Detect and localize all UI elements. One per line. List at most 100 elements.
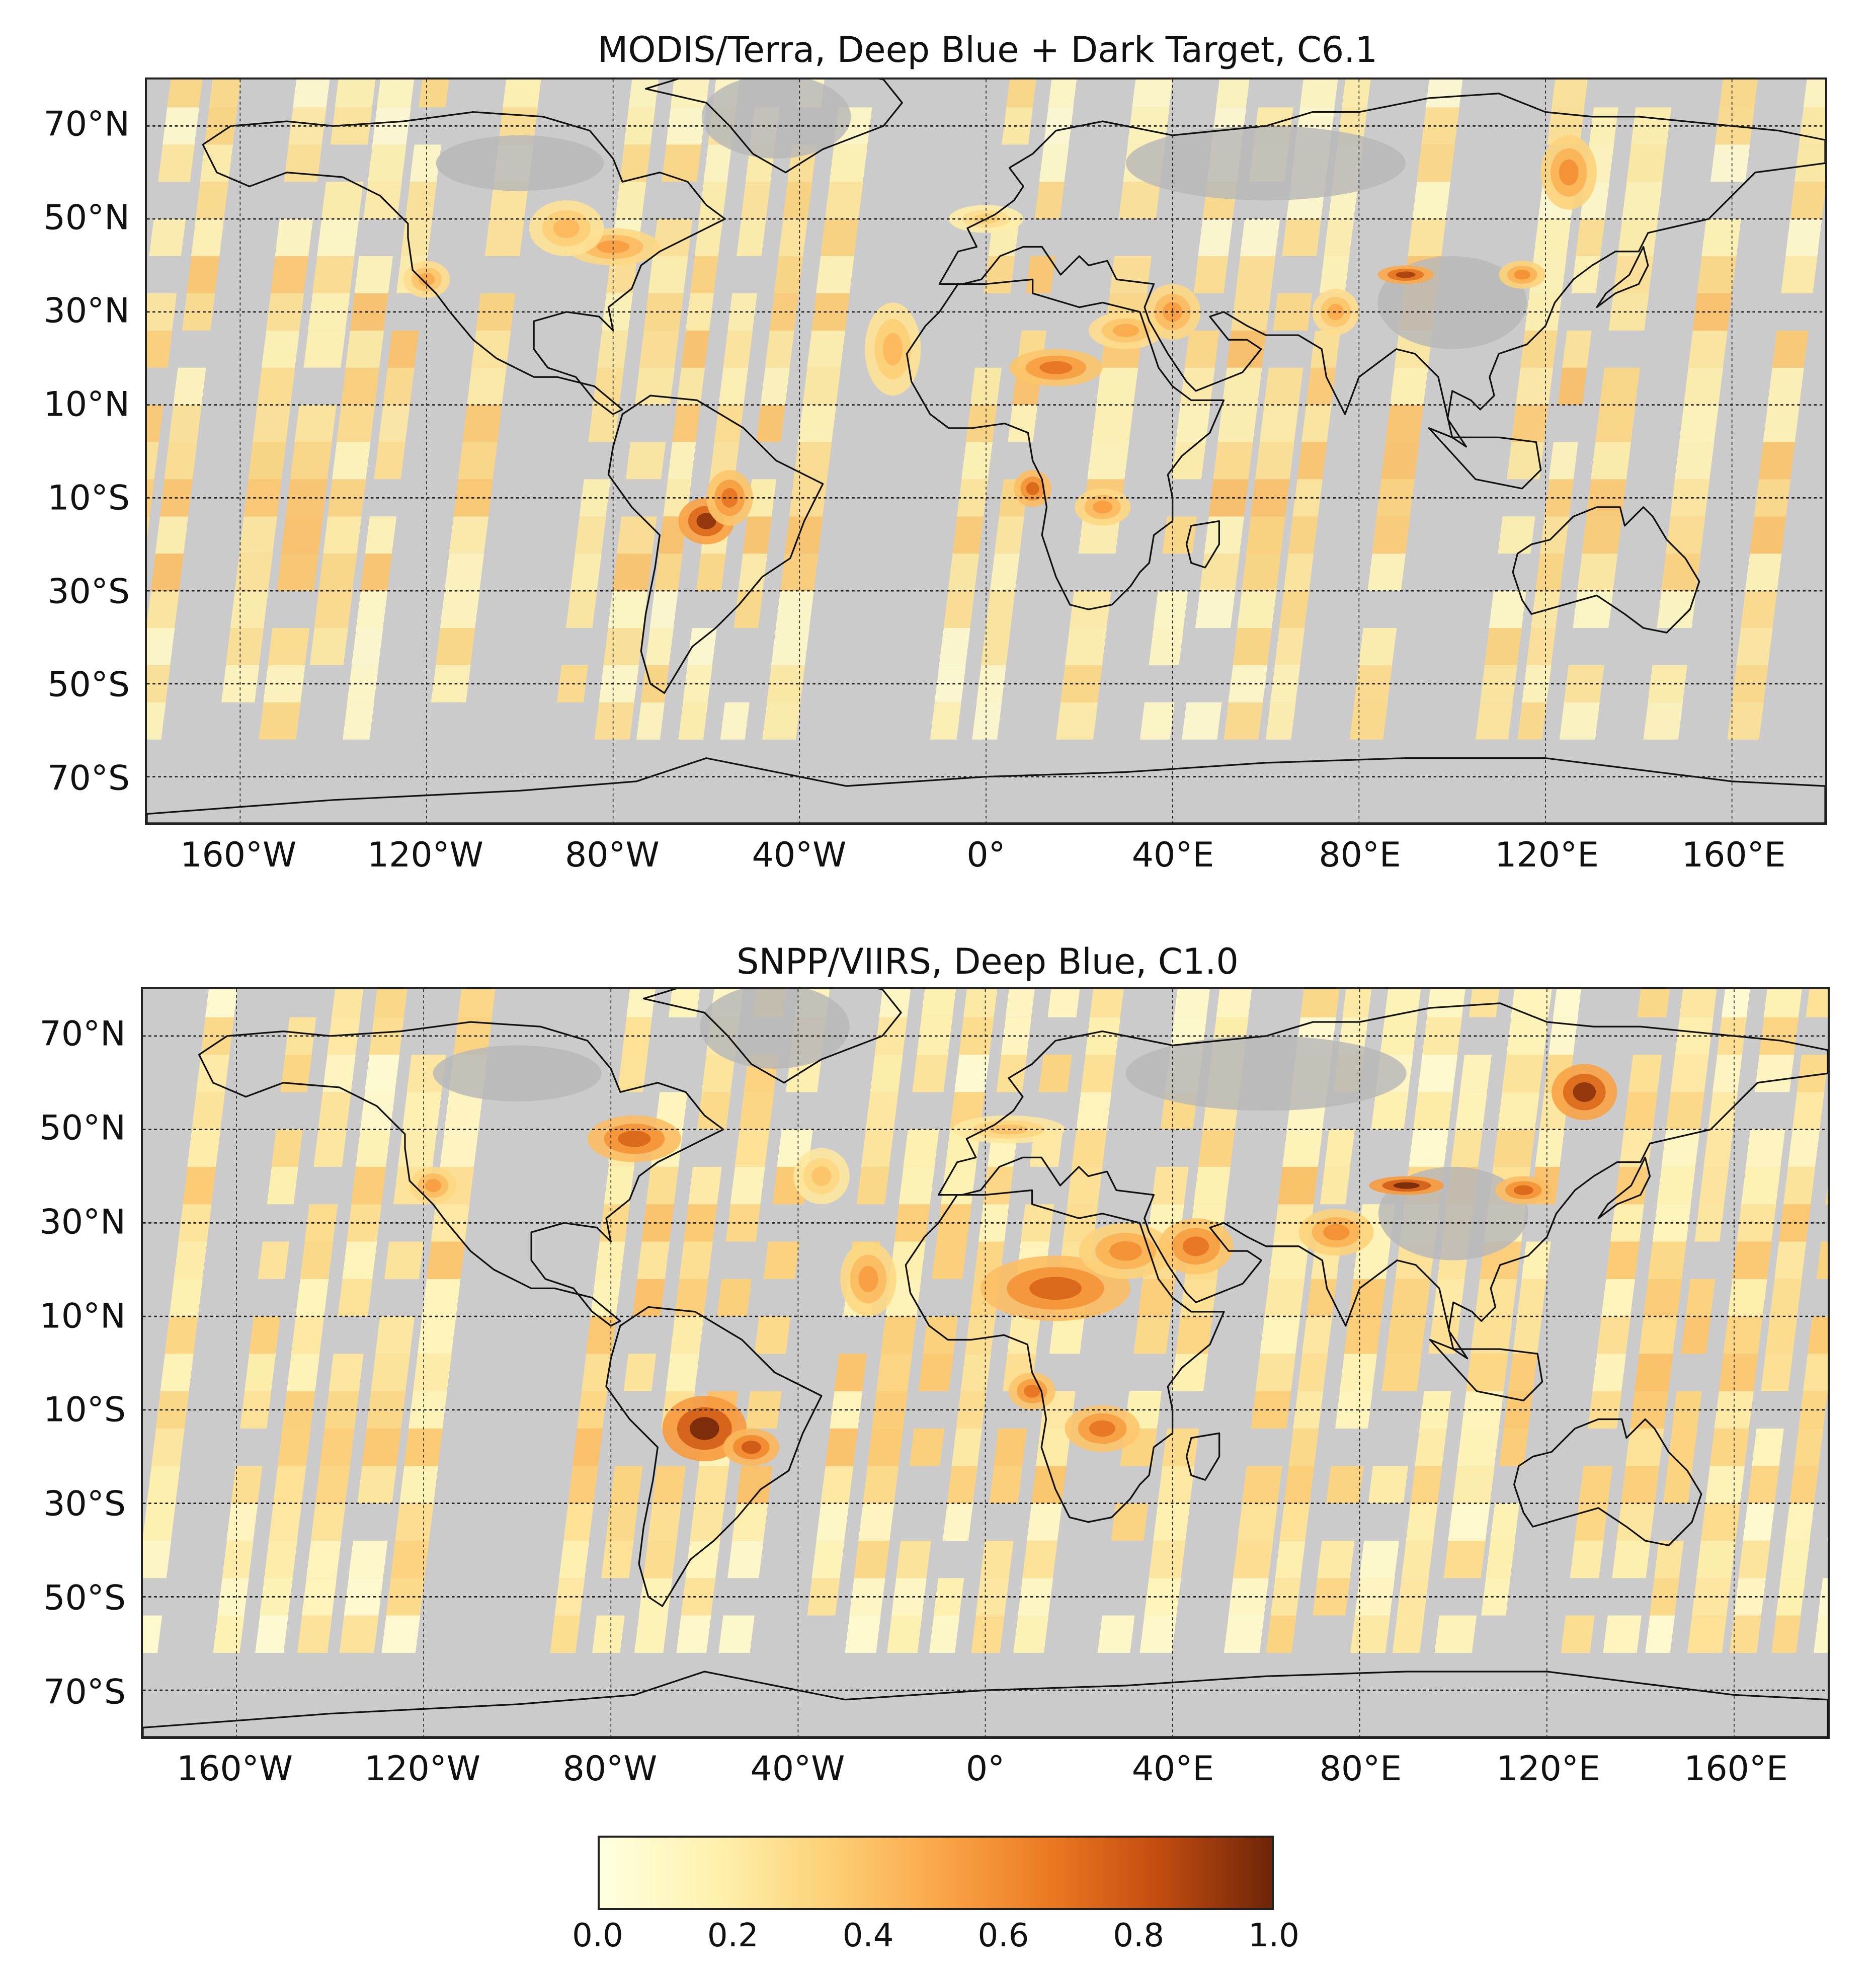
- lon-tick-label: 40°W: [750, 1749, 845, 1789]
- aod-swath-cell: [570, 554, 602, 591]
- lon-tick-label: 120°E: [1496, 1749, 1600, 1789]
- aod-swath-cell: [397, 1129, 437, 1167]
- coastline: [607, 394, 824, 694]
- aod-hotspot: [1026, 482, 1039, 495]
- aod-swath-cell: [1797, 1055, 1828, 1092]
- aod-swath-cell: [402, 1092, 442, 1130]
- aod-swath-cell: [158, 144, 195, 182]
- aod-swath-cell: [623, 1354, 657, 1391]
- aod-swath-cell: [1770, 1279, 1802, 1317]
- aod-swath-cell: [639, 330, 679, 368]
- aod-swath-cell: [1727, 702, 1764, 740]
- aod-swath-cell: [730, 1166, 765, 1205]
- aod-swath-cell: [1228, 665, 1268, 702]
- aod-swath-cell: [1601, 1279, 1636, 1317]
- aod-swath-cell: [990, 554, 1020, 591]
- aod-swath-cell: [1153, 1503, 1190, 1541]
- aod-swath-cell: [384, 1241, 424, 1279]
- aod-swath-cell: [1628, 1055, 1662, 1092]
- aod-swath-cell: [1663, 1466, 1693, 1504]
- aod-swath-cell: [568, 1466, 599, 1504]
- aod-swath-cell: [1359, 1540, 1400, 1578]
- aod-swath-cell: [672, 405, 701, 442]
- aod-swath-cell: [1700, 1503, 1741, 1541]
- aod-swath-cell: [762, 702, 801, 740]
- aod-swath-cell: [304, 1204, 338, 1242]
- aod-swath-cell: [1754, 479, 1791, 517]
- aod-swath-cell: [1679, 989, 1717, 1017]
- aod-swath-cell: [829, 144, 868, 182]
- aod-swath-cell: [1643, 1279, 1682, 1317]
- aod-swath-cell: [690, 256, 718, 293]
- aod-swath-cell: [1825, 1186, 1828, 1205]
- aod-swath-cell: [1650, 1578, 1679, 1616]
- aod-swath-cell: [422, 1279, 461, 1317]
- aod-swath-cell: [147, 628, 175, 665]
- aod-swath-cell: [1092, 405, 1134, 442]
- aod-swath-cell: [339, 1615, 379, 1653]
- aod-swath-cell: [675, 1279, 708, 1317]
- aod-swath-cell: [1450, 1129, 1483, 1167]
- aod-swath-cell: [1507, 442, 1544, 480]
- aod-swath-cell: [743, 516, 772, 554]
- colorbar: [598, 1836, 1274, 1910]
- aod-swath-cell: [147, 591, 180, 628]
- aod-swath-cell: [263, 665, 305, 702]
- aod-swath-cell: [244, 1354, 276, 1391]
- panel-title: MODIS/Terra, Deep Blue + Dark Target, C6…: [597, 29, 1378, 70]
- lat-tick-label: 10°N: [39, 1296, 126, 1336]
- aod-swath-cell: [703, 144, 732, 182]
- aod-swath-cell: [694, 219, 723, 257]
- aod-swath-cell: [595, 1241, 625, 1279]
- aod-swath-cell: [863, 1466, 899, 1504]
- aod-swath-cell: [681, 1578, 716, 1616]
- aod-swath-cell: [765, 330, 794, 368]
- aod-swath-cell: [1002, 107, 1033, 145]
- aod-swath-cell: [404, 1429, 443, 1466]
- aod-swath-cell: [612, 554, 652, 591]
- aod-swath-cell: [315, 1466, 350, 1504]
- aod-swath-cell: [872, 1391, 908, 1429]
- aod-swath-cell: [1490, 1503, 1520, 1541]
- aod-swath-cell: [1109, 256, 1152, 293]
- lat-tick-label: 70°N: [39, 1014, 126, 1054]
- aod-swath-cell: [1548, 442, 1578, 480]
- aod-hotspot: [418, 273, 435, 286]
- coastline: [1429, 1338, 1543, 1401]
- aod-swath-cell: [760, 367, 790, 405]
- aod-swath-cell: [1670, 1055, 1709, 1092]
- aod-hotspot: [1396, 271, 1416, 278]
- aod-swath-cell: [426, 1241, 465, 1279]
- aod-swath-cell: [912, 1055, 948, 1092]
- lon-tick-label: 40°E: [1131, 835, 1214, 875]
- aod-swath-cell: [1681, 1316, 1711, 1354]
- aod-swath-cell: [572, 1429, 603, 1466]
- aod-swath-cell: [1259, 405, 1299, 442]
- coastline: [644, 80, 903, 174]
- aod-swath-cell: [696, 554, 726, 591]
- aod-swath-cell: [939, 628, 970, 665]
- aod-swath-cell: [685, 293, 714, 331]
- aod-hotspot: [1113, 324, 1139, 337]
- aod-swath-cell: [592, 1615, 625, 1653]
- aod-swath-cell: [276, 554, 319, 591]
- lon-tick-label: 0°: [966, 835, 1006, 875]
- aod-swath-cell: [1193, 1166, 1231, 1205]
- aod-swath-cell: [1696, 1540, 1736, 1578]
- aod-swath-cell: [604, 1166, 634, 1205]
- aod-swath-cell: [1067, 1166, 1103, 1205]
- aod-swath-cell: [978, 1204, 1009, 1242]
- aod-swath-cell: [948, 554, 980, 591]
- aod-swath-cell: [694, 1466, 729, 1504]
- aod-swath-cell: [820, 219, 859, 257]
- aod-swath-cell: [741, 182, 771, 219]
- aod-swath-cell: [971, 1615, 1005, 1653]
- aod-swath-cell: [634, 1615, 668, 1653]
- aod-swath-cell: [909, 1429, 945, 1466]
- aod-swath-cell: [291, 1316, 324, 1354]
- aod-swath-cell: [816, 1503, 849, 1541]
- aod-swath-cell: [1672, 1391, 1702, 1429]
- aod-swath-cell: [1426, 80, 1463, 108]
- aod-swath-cell: [1008, 405, 1038, 442]
- aod-swath-cell: [723, 330, 753, 368]
